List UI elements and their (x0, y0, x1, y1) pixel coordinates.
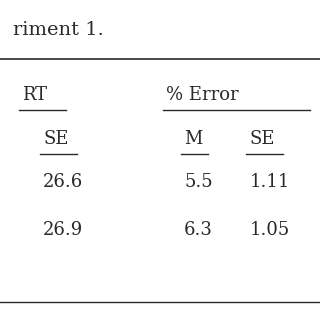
Text: % Error: % Error (166, 86, 239, 104)
Text: riment 1.: riment 1. (13, 21, 104, 39)
Text: 1.05: 1.05 (250, 221, 290, 239)
Text: M: M (184, 130, 202, 148)
Text: 26.9: 26.9 (43, 221, 84, 239)
Text: RT: RT (22, 86, 47, 104)
Text: SE: SE (43, 130, 69, 148)
Text: 1.11: 1.11 (250, 173, 290, 191)
Text: SE: SE (250, 130, 275, 148)
Text: 26.6: 26.6 (43, 173, 84, 191)
Text: 6.3: 6.3 (184, 221, 213, 239)
Text: 5.5: 5.5 (184, 173, 212, 191)
